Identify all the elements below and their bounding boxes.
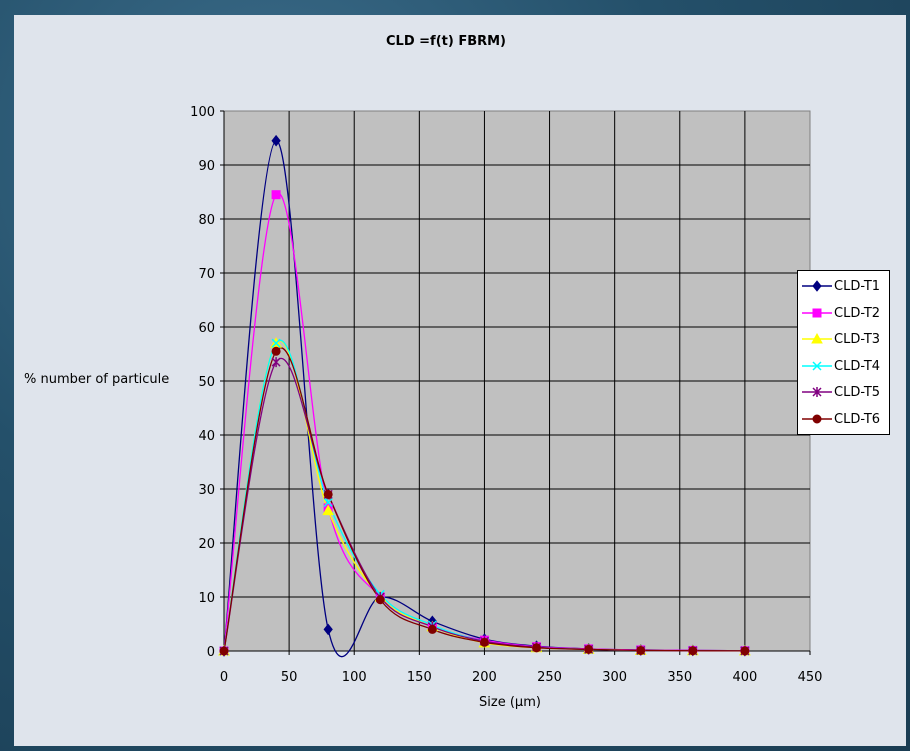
- x-tick-label: 150: [407, 670, 432, 685]
- y-tick-label: 40: [198, 429, 215, 444]
- legend-label: CLD-T3: [834, 332, 881, 347]
- y-axis-label: % number of particule: [24, 372, 170, 387]
- data-point-cld-t6: [427, 624, 437, 634]
- x-tick-label: 350: [667, 670, 692, 685]
- data-point-cld-t3: [322, 504, 335, 516]
- legend-label: CLD-T2: [834, 305, 881, 321]
- data-point-cld-t6: [532, 643, 542, 653]
- y-tick-label: 70: [198, 267, 215, 282]
- y-tick-label: 60: [198, 321, 215, 336]
- data-point-cld-t6: [219, 646, 229, 656]
- x-axis-label: Size (µm): [479, 695, 541, 710]
- data-point-cld-t6: [479, 637, 489, 647]
- legend-label: CLD-T5: [834, 385, 881, 400]
- data-point-cld-t6: [636, 645, 646, 655]
- data-point-cld-t6: [375, 595, 385, 605]
- legend-swatch-cld-t6: [802, 414, 832, 423]
- data-point-cld-t6: [584, 644, 594, 654]
- x-tick-label: 200: [472, 670, 497, 685]
- data-point-cld-t2: [271, 190, 281, 200]
- y-tick-label: 0: [207, 645, 215, 660]
- x-tick-label: 400: [732, 670, 757, 685]
- legend-item-cld-t6: CLD-T6: [798, 408, 891, 430]
- data-point-cld-t4: [271, 338, 281, 348]
- legend-swatch-cld-t3: [802, 332, 832, 344]
- y-tick-label: 50: [198, 375, 215, 390]
- y-tick-label: 90: [198, 159, 215, 174]
- data-point-cld-t6: [688, 646, 698, 656]
- legend-label: CLD-T1: [834, 279, 881, 294]
- legend-marker-cld-t5: [812, 387, 822, 397]
- legend-item-cld-t1: CLD-T1: [798, 275, 891, 297]
- legend-swatch-cld-t1: [802, 280, 832, 292]
- data-point-cld-t4: [323, 497, 333, 508]
- legend-label: CLD-T4: [834, 358, 881, 374]
- legend-marker-cld-t6: [812, 414, 822, 423]
- data-point-cld-t6: [740, 646, 750, 656]
- x-tick-label: 100: [342, 670, 367, 685]
- legend-marker-cld-t4: [812, 360, 822, 371]
- x-tick-label: 450: [798, 670, 823, 685]
- legend-marker-cld-t3: [811, 332, 823, 344]
- legend-item-cld-t3: CLD-T3: [798, 328, 891, 350]
- x-tick-label: 0: [220, 670, 228, 685]
- data-point-cld-t6: [323, 489, 333, 499]
- data-point-cld-t5: [271, 357, 281, 368]
- legend-swatch-cld-t5: [802, 387, 832, 397]
- legend-marker-cld-t1: [812, 280, 822, 292]
- x-tick-label: 50: [281, 670, 298, 685]
- legend-swatch-cld-t2: [802, 308, 832, 317]
- x-tick-label: 300: [602, 670, 627, 685]
- y-tick-label: 10: [198, 591, 215, 606]
- x-tick-label: 250: [537, 670, 562, 685]
- chart-title: CLD =f(t) FBRM): [386, 34, 506, 49]
- legend-item-cld-t5: CLD-T5: [798, 381, 891, 403]
- data-point-cld-t1: [323, 623, 333, 636]
- data-point-cld-t6: [271, 346, 281, 356]
- legend-item-cld-t4: CLD-T4: [798, 355, 891, 377]
- y-tick-label: 100: [190, 105, 215, 120]
- data-point-cld-t1: [271, 134, 281, 147]
- y-tick-label: 20: [198, 537, 215, 552]
- chart-legend: CLD-T1 CLD-T2 CLD-T3 CLD-T4 CLD-T5 CLD-T6: [797, 270, 890, 435]
- legend-item-cld-t2: CLD-T2: [798, 302, 891, 324]
- legend-swatch-cld-t4: [802, 360, 832, 371]
- y-tick-label: 30: [198, 483, 215, 498]
- y-tick-label: 80: [198, 213, 215, 228]
- legend-label: CLD-T6: [834, 411, 881, 427]
- legend-marker-cld-t2: [812, 308, 822, 317]
